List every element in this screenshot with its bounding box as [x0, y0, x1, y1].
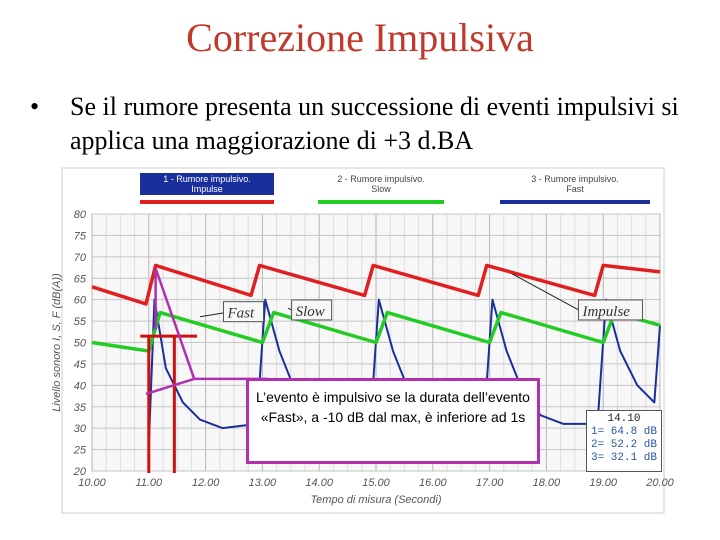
- y-tick-label: 60: [74, 295, 87, 307]
- y-tick-label: 80: [74, 209, 87, 221]
- y-axis-label: Livello sonoro I, S, F (dB(A)): [51, 273, 63, 412]
- x-tick-label: 14.00: [305, 477, 333, 489]
- x-tick-label: 16.00: [419, 477, 447, 489]
- legend-label-mode: Impulse: [191, 184, 223, 194]
- callout-leader-down: [145, 377, 195, 396]
- annotation-box: [577, 299, 643, 321]
- y-tick-label: 40: [74, 380, 87, 392]
- bullet-symbol: •: [30, 92, 40, 121]
- y-tick-label: 55: [74, 316, 87, 328]
- legend-label-mode: Slow: [371, 184, 391, 194]
- y-tick-label: 30: [74, 423, 87, 435]
- readout-line-2: 2= 52.2 dB: [591, 439, 658, 451]
- y-tick-label: 35: [74, 402, 87, 414]
- x-tick-label: 10.00: [78, 477, 106, 489]
- x-tick-label: 17.00: [476, 477, 504, 489]
- readout-time: 14.10: [607, 413, 641, 425]
- annotation-fast: Fast: [226, 306, 255, 322]
- bullet-text: Se il rumore presenta un successione di …: [70, 92, 679, 155]
- readout-line-3: 3= 32.1 dB: [591, 452, 658, 464]
- annotation-slow: Slow: [296, 304, 325, 320]
- annotation-arrow: [512, 273, 581, 312]
- y-tick-label: 25: [73, 445, 87, 457]
- series-line-impulse: [91, 263, 661, 306]
- y-tick-label: 75: [74, 230, 87, 242]
- y-tick-label: 20: [73, 466, 87, 478]
- legend-label: 3 - Rumore impulsivo.: [531, 174, 619, 184]
- level-readout: 14.10 1= 64.8 dB 2= 52.2 dB 3= 32.1 dB: [586, 410, 662, 472]
- chart-legend: 1 - Rumore impulsivo.Impulse 2 - Rumore i…: [140, 173, 650, 204]
- readout-line-1: 1= 64.8 dB: [591, 426, 658, 438]
- x-tick-label: 20.00: [645, 477, 674, 489]
- x-tick-label: 12.00: [192, 477, 220, 489]
- annotation-box: [291, 299, 333, 321]
- y-tick-label: 65: [74, 273, 87, 285]
- y-tick-label: 45: [74, 359, 87, 371]
- annotation-impulse: Impulse: [581, 304, 630, 320]
- legend-label: 1 - Rumore impulsivo.: [163, 174, 251, 184]
- slide-title: Correzione Impulsiva: [186, 15, 534, 60]
- x-axis-label: Tempo di misura (Secondi): [310, 494, 441, 506]
- x-tick-label: 18.00: [533, 477, 561, 489]
- callout-leader-diagonal: [154, 267, 196, 380]
- legend-label: 2 - Rumore impulsivo.: [337, 174, 425, 184]
- x-tick-label: 13.00: [249, 477, 277, 489]
- annotation-arrow: [199, 312, 226, 318]
- y-tick-label: 70: [74, 252, 87, 264]
- legend-label-mode: Fast: [566, 184, 584, 194]
- series-line-slow: [91, 310, 661, 353]
- legend-highlight: [140, 173, 274, 195]
- x-tick-label: 15.00: [362, 477, 390, 489]
- impulse-criterion-callout: L’evento è impulsivo se la durata dell’e…: [246, 378, 540, 464]
- bullet-point: • Se il rumore presenta un successione d…: [30, 90, 700, 158]
- annotation-box: [222, 301, 264, 323]
- series-line-fast: [147, 298, 661, 446]
- x-tick-label: 11.00: [135, 477, 163, 489]
- y-tick-label: 50: [74, 338, 87, 350]
- x-tick-label: 19.00: [589, 477, 617, 489]
